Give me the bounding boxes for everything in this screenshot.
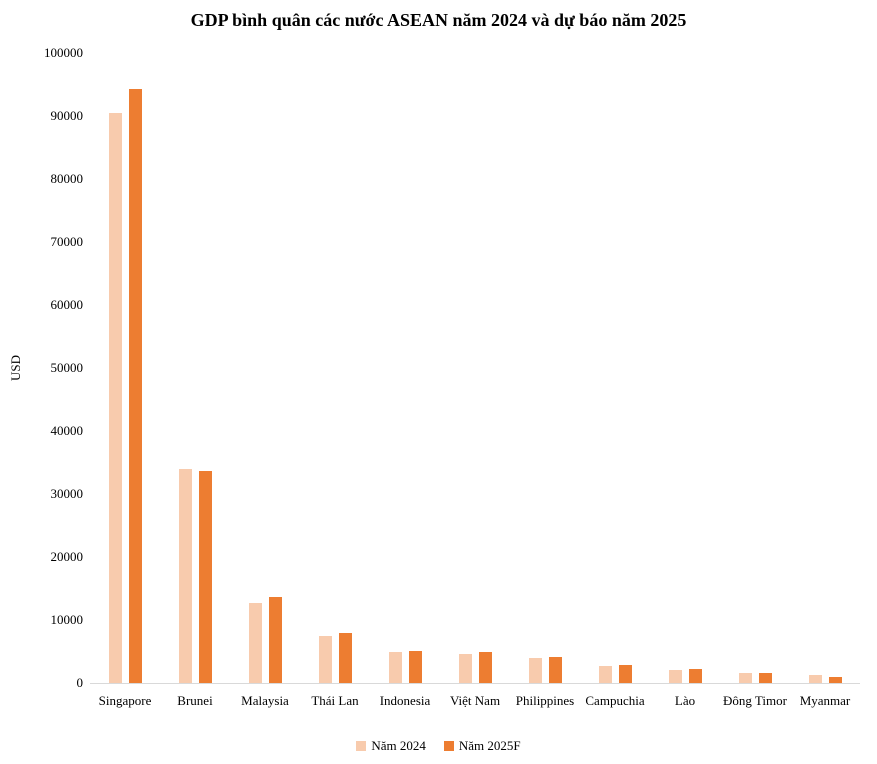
x-category-label: Việt Nam: [449, 693, 501, 708]
bar-năm-2024-campuchia: [599, 666, 612, 683]
y-tick-label: 10000: [50, 612, 84, 627]
bar-năm-2024-philippines: [529, 658, 542, 683]
bar-năm-2025f-lào: [689, 669, 702, 683]
y-tick-label: 50000: [50, 360, 84, 375]
bar-năm-2024-malaysia: [249, 603, 262, 683]
legend: Năm 2024 Năm 2025F: [0, 738, 877, 754]
bar-năm-2024-myanmar: [809, 675, 822, 683]
legend-swatch-icon: [443, 741, 454, 751]
x-category-label: Malaysia: [241, 693, 289, 708]
bar-năm-2025f-indonesia: [409, 651, 422, 683]
bar-năm-2024-singapore: [109, 113, 122, 683]
legend-item-năm-2024: Năm 2024: [356, 738, 426, 754]
y-tick-label: 30000: [50, 486, 84, 501]
bar-năm-2024-indonesia: [389, 652, 402, 683]
x-category-label: Indonesia: [379, 693, 431, 708]
bar-năm-2024-đông-timor: [739, 673, 752, 683]
chart-title: GDP bình quân các nước ASEAN năm 2024 và…: [190, 10, 687, 30]
bar-năm-2025f-việt-nam: [479, 652, 492, 683]
y-tick-label: 70000: [50, 234, 84, 249]
x-category-label: Myanmar: [799, 693, 851, 708]
y-tick-label: 20000: [50, 549, 84, 564]
x-category-label: Singapore: [98, 693, 152, 708]
bar-năm-2025f-brunei: [199, 471, 212, 683]
x-category-label: Brunei: [177, 693, 213, 708]
legend-item-năm-2025f: Năm 2025F: [443, 738, 521, 754]
x-category-label: Đông Timor: [723, 693, 787, 708]
bar-năm-2024-lào: [669, 670, 682, 683]
legend-label: Năm 2025F: [458, 738, 521, 753]
bar-năm-2025f-campuchia: [619, 665, 632, 683]
y-tick-label: 100000: [44, 45, 83, 60]
bar-năm-2025f-thái-lan: [339, 633, 352, 683]
bar-năm-2025f-malaysia: [269, 597, 282, 683]
y-tick-label: 80000: [50, 171, 84, 186]
x-category-label: Lào: [674, 693, 696, 708]
x-category-label: Campuchia: [585, 693, 645, 708]
bar-năm-2024-việt-nam: [459, 654, 472, 683]
legend-swatch-icon: [356, 741, 367, 751]
y-tick-label: 90000: [50, 108, 84, 123]
y-axis-label: USD: [8, 355, 23, 382]
bar-năm-2024-thái-lan: [319, 636, 332, 683]
x-axis-line: [90, 683, 860, 684]
y-tick-label: 0: [76, 675, 84, 690]
bar-năm-2025f-myanmar: [829, 677, 842, 683]
x-category-label: Philippines: [515, 693, 575, 708]
y-tick-label: 60000: [50, 297, 84, 312]
legend-label: Năm 2024: [371, 738, 426, 753]
y-tick-label: 40000: [50, 423, 84, 438]
bar-năm-2025f-philippines: [549, 657, 562, 683]
bar-năm-2025f-đông-timor: [759, 673, 772, 683]
x-category-label: Thái Lan: [311, 693, 359, 708]
bar-năm-2025f-singapore: [129, 89, 142, 683]
bar-năm-2024-brunei: [179, 469, 192, 683]
